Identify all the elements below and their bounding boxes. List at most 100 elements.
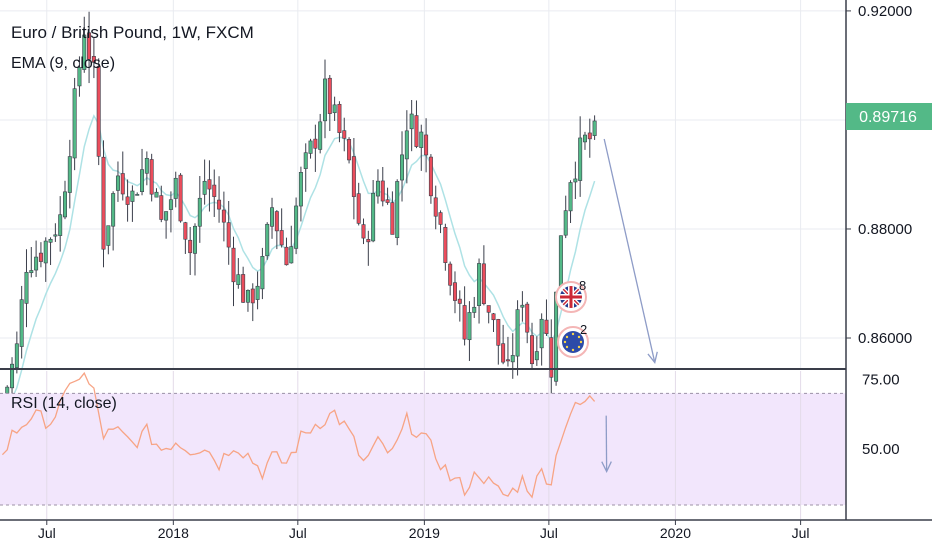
event-eu[interactable]: 2 (557, 322, 589, 358)
candle (149, 153, 154, 202)
rsi-projection-arrow[interactable] (601, 415, 612, 474)
time-tick-label: Jul (792, 525, 810, 541)
price-tick-label: 0.88000 (858, 221, 912, 238)
rsi-legend: RSI (14, close) (11, 395, 117, 412)
candle (212, 169, 217, 217)
candle (53, 223, 58, 242)
candle (419, 124, 424, 171)
candle (356, 182, 361, 226)
candle (501, 324, 506, 365)
candle (308, 138, 313, 159)
price-tick-label: 0.86000 (858, 330, 912, 347)
rsi-axis[interactable]: 75.00 50.00 (862, 371, 900, 458)
candle (217, 176, 222, 223)
candle (587, 118, 592, 158)
candle (96, 58, 101, 166)
candle (457, 290, 462, 322)
candle (505, 336, 510, 367)
candle (554, 291, 559, 386)
candle (351, 138, 356, 220)
candle (236, 258, 241, 289)
candle (592, 115, 597, 140)
candle (582, 131, 587, 150)
time-tick-label: 2020 (660, 525, 691, 541)
candle (496, 318, 501, 365)
candle (168, 191, 173, 233)
candle (284, 237, 289, 266)
candle (481, 245, 486, 306)
ema-legend: EMA (9, close) (11, 55, 115, 72)
candle (573, 161, 578, 200)
candle (154, 188, 159, 198)
candle (241, 266, 246, 303)
candle (400, 131, 405, 202)
candle (34, 240, 39, 277)
projection-arrow[interactable] (603, 138, 658, 365)
candle (67, 139, 72, 209)
last-price-label: 0.89716 (859, 109, 917, 126)
candle (77, 56, 82, 97)
candle (173, 171, 178, 208)
candle (183, 221, 188, 254)
candle (289, 225, 294, 264)
candle (58, 196, 63, 252)
time-tick-label: Jul (289, 525, 307, 541)
candle (19, 285, 24, 359)
candle (24, 249, 29, 328)
last-price-marker: 0.89716 (846, 103, 932, 130)
candle (332, 96, 337, 121)
candle (443, 223, 448, 271)
candle (144, 151, 149, 186)
candle (549, 319, 554, 399)
candle (558, 235, 563, 289)
candle (385, 187, 390, 205)
rsi-gridlines (46, 371, 802, 519)
candle (534, 336, 539, 366)
candle (279, 208, 284, 248)
candle (414, 100, 419, 149)
candle (202, 159, 207, 205)
candle (390, 191, 395, 235)
candle (578, 116, 583, 197)
candle (477, 258, 482, 324)
candle (164, 211, 169, 239)
candle (525, 301, 530, 344)
candle (274, 210, 279, 250)
candle (91, 38, 96, 79)
candle (245, 289, 250, 312)
rsi-tick-label: 50.00 (862, 441, 900, 458)
time-axis[interactable]: Jul 2018 Jul 2019 Jul 2020 Jul (38, 520, 810, 541)
candle (313, 124, 318, 172)
candle (207, 160, 212, 212)
candle (125, 179, 130, 222)
ema-line (1, 114, 596, 413)
candle (366, 230, 371, 266)
candle (337, 101, 342, 143)
event-uk[interactable]: 8 (555, 278, 587, 313)
candle (130, 185, 135, 222)
price-axis[interactable]: 0.92000 0.88000 0.86000 (846, 3, 912, 347)
chart-title: Euro / British Pound, 1W, FXCM (11, 23, 254, 42)
candle (111, 191, 116, 251)
candle (101, 140, 106, 268)
candle (231, 236, 236, 307)
candle (342, 117, 347, 152)
candle (409, 100, 414, 152)
rsi-line (1, 371, 596, 499)
candle (87, 11, 92, 84)
candle (303, 143, 308, 192)
candle (510, 333, 515, 379)
candle (539, 313, 544, 366)
candle (294, 197, 299, 255)
candle (568, 180, 573, 224)
candle (260, 247, 265, 300)
candle (347, 137, 352, 164)
candle (298, 166, 303, 222)
candle (375, 169, 380, 204)
candle (43, 237, 48, 282)
event-eu-count: 2 (580, 322, 587, 337)
candle (193, 223, 197, 276)
candle (140, 148, 145, 196)
candle (380, 166, 385, 207)
